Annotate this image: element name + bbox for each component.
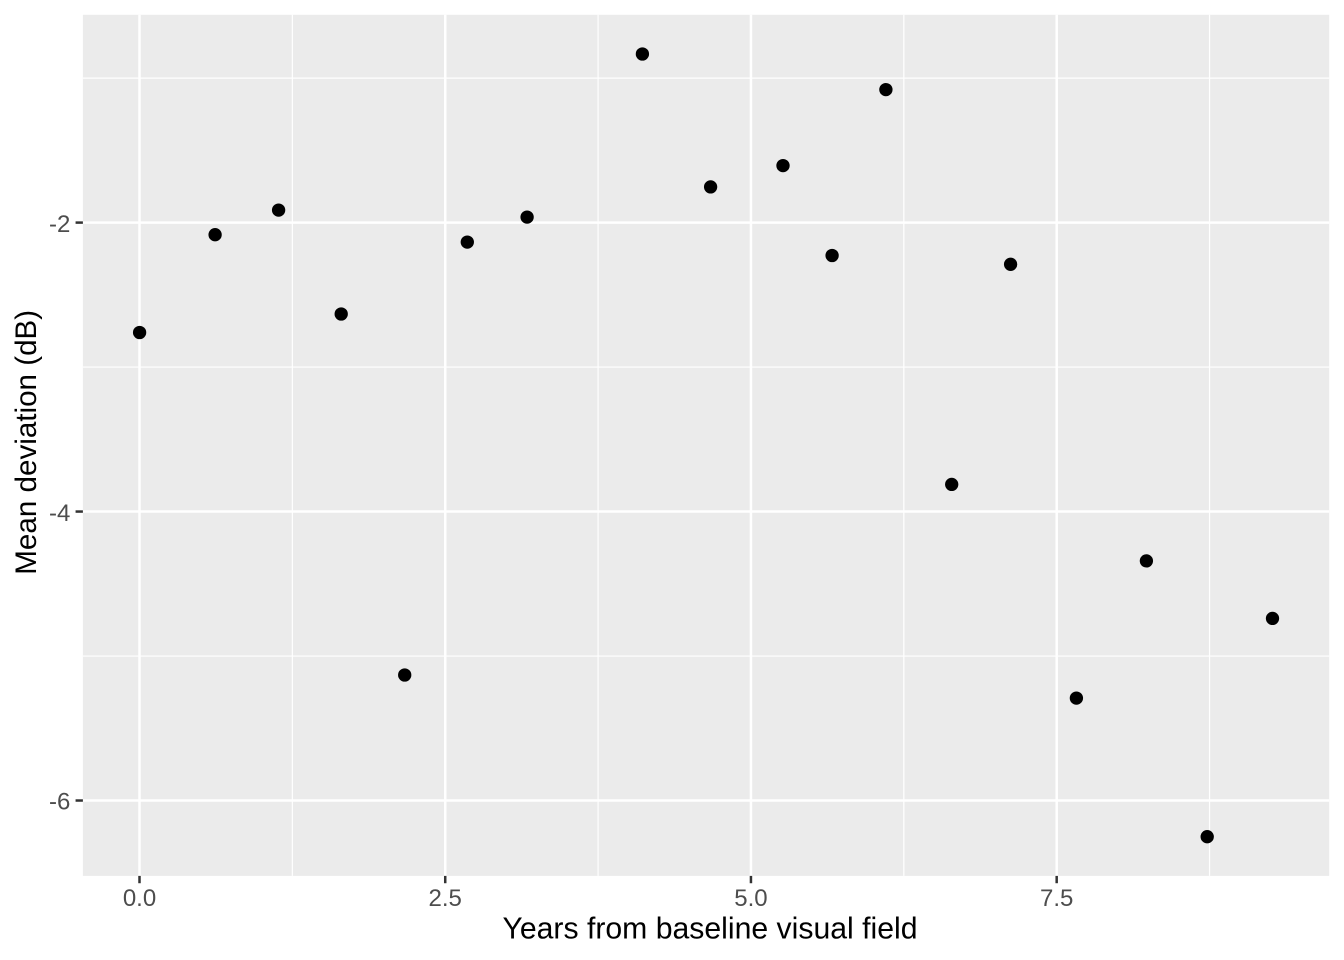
svg-text:-6: -6 [49, 789, 70, 816]
svg-text:-2: -2 [49, 211, 70, 238]
svg-text:-4: -4 [49, 500, 70, 527]
svg-text:Mean deviation (dB): Mean deviation (dB) [10, 310, 43, 575]
svg-text:5.0: 5.0 [734, 885, 767, 912]
svg-text:Years from baseline visual fie: Years from baseline visual field [502, 913, 917, 946]
svg-text:7.5: 7.5 [1040, 885, 1073, 912]
svg-text:2.5: 2.5 [429, 885, 462, 912]
svg-text:0.0: 0.0 [123, 885, 156, 912]
